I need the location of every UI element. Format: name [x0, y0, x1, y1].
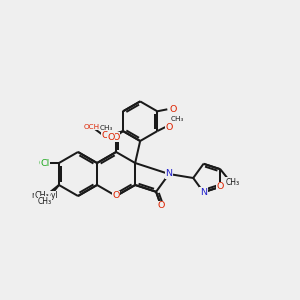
- Text: Cl: Cl: [38, 158, 48, 167]
- Text: CH₃: CH₃: [99, 125, 113, 131]
- Text: O: O: [158, 201, 165, 210]
- Text: N: N: [166, 169, 172, 178]
- Text: O: O: [217, 182, 224, 191]
- Text: CH₃: CH₃: [38, 196, 52, 206]
- Text: CH₃: CH₃: [34, 190, 49, 200]
- Text: OCH₃: OCH₃: [83, 124, 103, 130]
- Text: O: O: [112, 191, 120, 200]
- Text: O: O: [166, 123, 173, 132]
- Text: Cl: Cl: [40, 158, 50, 167]
- Text: O: O: [101, 130, 109, 140]
- Text: CH₃: CH₃: [225, 178, 239, 187]
- Text: O: O: [112, 133, 120, 142]
- Text: methyl: methyl: [32, 191, 58, 200]
- Text: O: O: [107, 133, 115, 142]
- Text: CH₃: CH₃: [171, 116, 184, 122]
- Text: N: N: [200, 188, 207, 197]
- Text: O: O: [169, 105, 177, 114]
